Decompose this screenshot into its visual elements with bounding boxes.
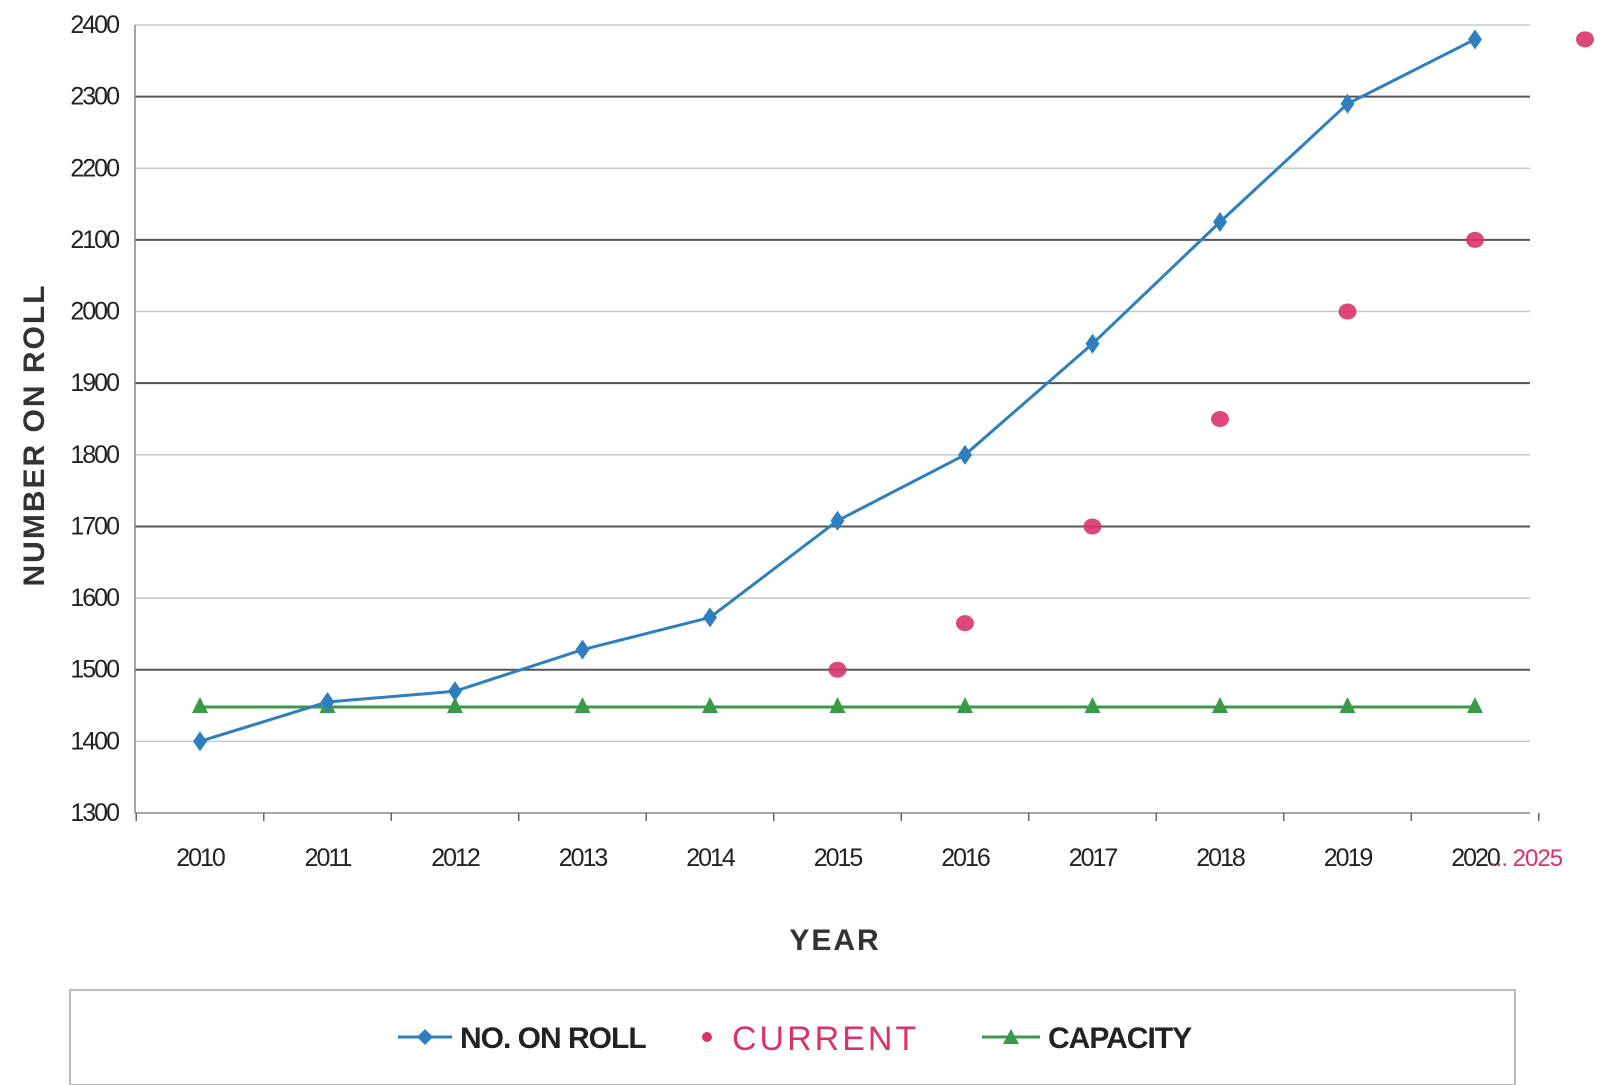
y-axis-title: NUMBER ON ROLL <box>18 284 51 587</box>
data-point <box>448 681 462 702</box>
data-point <box>956 615 974 632</box>
data-point <box>1085 333 1100 354</box>
x-tick-label-extra: ... 2025 <box>1490 845 1563 872</box>
triangle-marker-icon <box>1003 1029 1019 1044</box>
data-point <box>1467 696 1483 713</box>
data-point <box>1211 411 1229 427</box>
x-tick-label: 2011 <box>305 844 352 872</box>
y-tick-label: 1500 <box>70 656 119 684</box>
legend-box <box>69 989 1516 1085</box>
grid-lines <box>135 24 1530 743</box>
data-point <box>1576 31 1594 48</box>
legend-label-no-on-roll: NO. ON ROLL <box>460 1022 646 1055</box>
axes <box>134 25 1540 821</box>
x-tick-label: 2014 <box>686 844 736 872</box>
data-point <box>447 696 463 713</box>
dot-marker-icon <box>702 1032 712 1042</box>
data-point <box>1339 696 1356 713</box>
y-tick-label: 2400 <box>70 11 119 39</box>
data-point <box>1083 518 1102 535</box>
data-point <box>320 691 335 712</box>
data-point <box>828 661 847 678</box>
data-point <box>958 444 972 465</box>
x-tick-label: 2012 <box>431 844 480 872</box>
x-tick-label: 2010 <box>176 844 225 872</box>
data-point <box>702 696 718 713</box>
series-layer <box>192 29 1594 752</box>
data-point <box>1212 696 1228 713</box>
data-point <box>1466 231 1484 248</box>
x-tick-label: 2017 <box>1069 844 1118 872</box>
data-point <box>1213 212 1227 232</box>
y-tick-label: 1900 <box>70 369 119 397</box>
data-point <box>1084 696 1101 713</box>
x-axis-title: YEAR <box>789 924 880 957</box>
data-point <box>830 510 845 531</box>
legend-label-current: CURRENT <box>732 1020 919 1058</box>
y-tick-label: 1800 <box>70 441 119 469</box>
y-tick-label: 1700 <box>70 512 119 540</box>
legend-label-capacity: CAPACITY <box>1048 1022 1192 1055</box>
x-tick-label: 2015 <box>814 844 863 872</box>
y-tick-label: 1600 <box>70 584 119 612</box>
data-point <box>574 696 591 713</box>
series-capacity <box>192 696 1483 713</box>
data-point <box>703 607 717 628</box>
data-point <box>192 696 208 713</box>
x-tick-label: 2016 <box>941 844 990 872</box>
series-no-on-roll <box>193 29 1482 752</box>
series-line <box>199 37 1476 743</box>
y-tick-labels: 1300 1400 1500 1600 1700 1800 1900 2000 2100 2200… <box>70 11 121 827</box>
data-point <box>1338 303 1357 320</box>
y-tick-label: 2000 <box>70 298 119 326</box>
x-tick-label: 2018 <box>1196 844 1245 872</box>
diamond-marker-icon <box>417 1029 433 1045</box>
legend-item-current: CURRENT <box>702 1020 919 1058</box>
x-tick-label: 2013 <box>559 844 608 872</box>
y-tick-label: 2100 <box>70 226 119 254</box>
data-point <box>575 639 590 660</box>
legend-item-capacity: CAPACITY <box>982 1022 1193 1055</box>
x-tick-label: 2019 <box>1324 844 1373 872</box>
legend-item-no-on-roll: NO. ON ROLL <box>398 1022 647 1055</box>
series-current <box>828 31 1594 678</box>
data-point <box>1468 29 1482 50</box>
y-tick-label: 2200 <box>70 154 119 182</box>
y-tick-label: 1300 <box>70 799 119 827</box>
legend: NO. ON ROLL CURRENT CAPACITY <box>69 989 1516 1085</box>
x-tick-labels: 2010 2011 2012 2013 2014 2015 2016 2017 2018 2019… <box>176 844 1564 872</box>
y-tick-label: 2300 <box>70 83 119 111</box>
y-tick-label: 1400 <box>70 727 119 755</box>
data-point <box>1340 93 1355 114</box>
data-point <box>829 696 846 713</box>
data-point <box>193 731 207 752</box>
x-tick-label: 2020 <box>1451 844 1500 872</box>
data-point <box>957 696 973 713</box>
